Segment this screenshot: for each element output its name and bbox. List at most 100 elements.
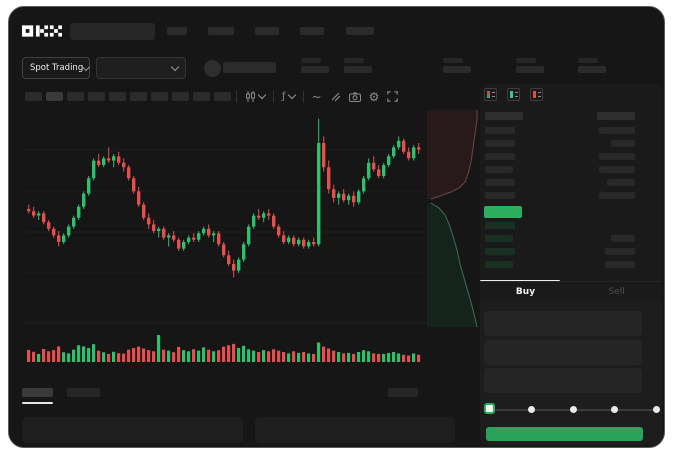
ticker-stat-label [301, 58, 321, 63]
timeframe-button[interactable] [46, 92, 63, 101]
nav-item-placeholder[interactable] [208, 27, 234, 35]
amount-placeholder [599, 166, 635, 173]
fullscreen-icon[interactable] [387, 91, 399, 102]
bid-row[interactable] [485, 222, 635, 229]
bottom-toolbar-placeholder[interactable] [388, 388, 418, 397]
wave-overlay-icon[interactable]: ~ [311, 89, 322, 104]
pair-select[interactable] [96, 57, 186, 79]
amount-placeholder [605, 248, 635, 255]
bid-row[interactable] [485, 235, 635, 242]
chevron-down-icon [257, 90, 267, 100]
amount-slider[interactable] [484, 403, 660, 416]
timeframe-button[interactable] [109, 92, 126, 101]
pair-logo-avatar [204, 60, 221, 77]
price-placeholder [485, 235, 513, 242]
price-placeholder [485, 248, 515, 255]
indicator-icon: ƒ [282, 90, 286, 102]
timeframe-button[interactable] [88, 92, 105, 101]
slider-stop-dot[interactable] [652, 406, 660, 413]
buy-sell-tabs: Buy Sell [480, 281, 662, 301]
pair-name-placeholder [223, 62, 276, 73]
amount-placeholder [611, 140, 635, 147]
nav-item-placeholder[interactable] [346, 27, 374, 35]
orderbook-mode-both-icon[interactable] [484, 88, 497, 101]
ticker-stat-value [301, 66, 329, 73]
bottom-tab-active[interactable] [22, 388, 53, 397]
ask-row[interactable] [485, 192, 635, 199]
timeframe-button[interactable] [130, 92, 147, 101]
timeframe-button[interactable] [214, 92, 231, 101]
price-placeholder [485, 261, 513, 268]
bid-row[interactable] [485, 248, 635, 255]
divider [302, 90, 304, 103]
candle-style-button[interactable] [245, 90, 267, 102]
nav-item-placeholder[interactable] [255, 27, 279, 35]
orderbook-header-row[interactable] [485, 112, 635, 120]
orderbook-mode-bids-icon[interactable] [507, 88, 520, 101]
slider-stop-dot[interactable] [528, 406, 535, 413]
timeframe-button[interactable] [25, 92, 42, 101]
timeframe-button[interactable] [67, 92, 84, 101]
price-placeholder [485, 153, 515, 160]
bottom-tab[interactable] [67, 388, 100, 397]
indicators-button[interactable]: ƒ [282, 90, 296, 102]
ask-row[interactable] [485, 166, 635, 173]
slider-stop-dot[interactable] [569, 406, 577, 413]
chevron-down-icon [287, 90, 296, 100]
amount-field[interactable] [484, 340, 642, 365]
price-placeholder [485, 192, 515, 199]
ask-row[interactable] [485, 153, 635, 160]
candlestick-chart[interactable] [25, 110, 425, 365]
ask-row[interactable] [485, 140, 635, 147]
search-input[interactable] [70, 23, 155, 40]
ask-row[interactable] [485, 127, 635, 134]
chevron-down-icon [170, 62, 180, 71]
slider-stop-dot[interactable] [611, 406, 618, 413]
ticker-stat-value [578, 66, 606, 73]
ask-row[interactable] [485, 179, 635, 186]
split-bar [487, 91, 490, 98]
market-type-select[interactable]: Spot Trading [22, 57, 91, 79]
depth-chart [427, 110, 478, 327]
ticker-stat-label [516, 58, 536, 63]
timeframe-button[interactable] [151, 92, 168, 101]
compare-icon[interactable] [330, 91, 341, 102]
timeframe-button[interactable] [172, 92, 189, 101]
total-field[interactable] [484, 368, 642, 393]
camera-icon[interactable] [348, 92, 361, 102]
price-placeholder [485, 166, 513, 173]
chevron-down-icon [81, 62, 91, 71]
orderbook-last-price[interactable] [484, 206, 522, 218]
tab-sell[interactable]: Sell [608, 286, 625, 297]
nav-item-placeholder[interactable] [167, 27, 187, 35]
price-field[interactable] [484, 311, 642, 336]
amount-placeholder [605, 261, 635, 268]
market-type-label: Spot Trading [30, 63, 84, 73]
orders-panel-placeholder [22, 417, 243, 443]
amount-placeholder [611, 235, 635, 242]
nav-item-placeholder[interactable] [300, 27, 324, 35]
red-bar [533, 91, 536, 98]
price-placeholder [485, 140, 515, 147]
gear-icon[interactable]: ⚙ [368, 89, 380, 104]
ticker-stat-label [578, 58, 598, 63]
amount-placeholder [597, 112, 635, 120]
ticker-stat-label [443, 58, 463, 63]
bid-row[interactable] [485, 261, 635, 268]
tab-buy[interactable]: Buy [515, 286, 536, 297]
amount-placeholder [599, 192, 635, 199]
timeframe-button[interactable] [193, 92, 210, 101]
submit-buy-button[interactable] [486, 427, 643, 441]
slider-handle[interactable] [484, 403, 495, 414]
amount-placeholder [607, 179, 635, 186]
price-placeholder [485, 222, 515, 229]
amount-placeholder [599, 127, 635, 134]
divider [236, 90, 237, 103]
amount-placeholder [599, 153, 635, 160]
bottom-tab-underline [22, 402, 53, 404]
orderbook-mode-asks-icon[interactable] [530, 88, 543, 101]
ticker-stat-value [443, 66, 471, 73]
okx-logo [22, 25, 62, 37]
green-bar [510, 91, 513, 98]
price-placeholder [485, 112, 523, 120]
